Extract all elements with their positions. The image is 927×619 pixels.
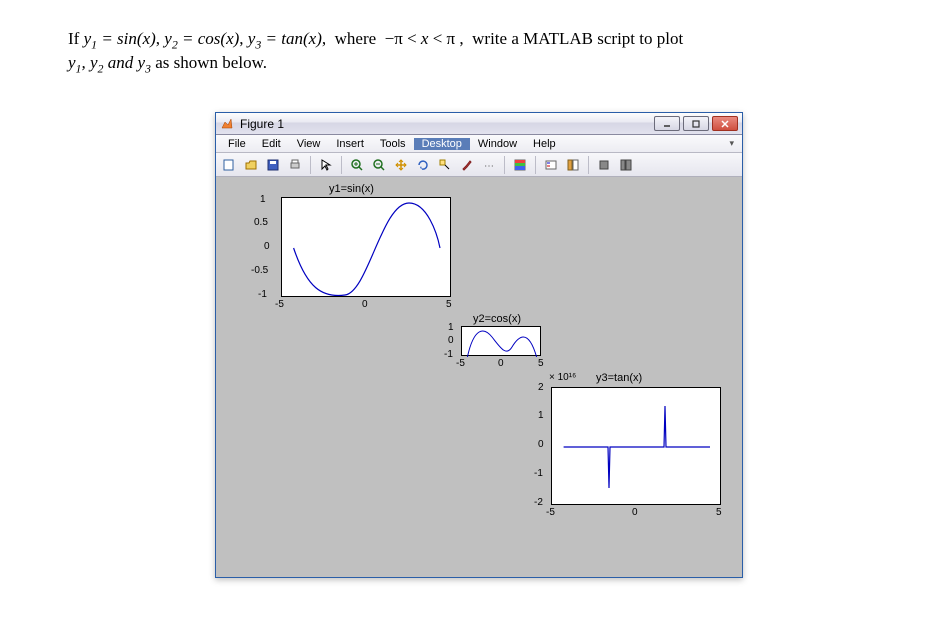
show-tools-icon[interactable] (616, 155, 636, 175)
sin-ytick-n05: -0.5 (251, 265, 268, 276)
sin-ytick-05: 0.5 (254, 217, 268, 228)
menu-overflow-icon[interactable]: ▾ (729, 138, 738, 149)
tan-axes[interactable] (551, 387, 721, 505)
legend-icon[interactable] (541, 155, 561, 175)
tan-ytick-2: 2 (538, 382, 544, 393)
new-figure-icon[interactable] (219, 155, 239, 175)
data-cursor-icon[interactable] (435, 155, 455, 175)
save-icon[interactable] (263, 155, 283, 175)
sin-line (282, 198, 452, 298)
colorbar-icon[interactable] (510, 155, 530, 175)
cos-xtick-0: 0 (498, 358, 504, 369)
maximize-button[interactable] (683, 116, 709, 131)
menu-insert[interactable]: Insert (328, 138, 372, 150)
svg-text:⋯: ⋯ (484, 161, 494, 172)
zoom-out-icon[interactable] (369, 155, 389, 175)
tan-xtick-0: 0 (632, 507, 638, 518)
titlebar[interactable]: Figure 1 (216, 113, 742, 135)
menu-desktop[interactable]: Desktop (414, 138, 470, 150)
menu-help[interactable]: Help (525, 138, 564, 150)
cos-xtick-5: 5 (538, 358, 544, 369)
cos-axes[interactable] (461, 326, 541, 356)
tan-xtick-5: 5 (716, 507, 722, 518)
equation-y2: y2 = cos(x) (164, 29, 239, 48)
close-button[interactable] (712, 116, 738, 131)
minimize-button[interactable] (654, 116, 680, 131)
text: If (68, 29, 84, 48)
menu-window[interactable]: Window (470, 138, 525, 150)
open-icon[interactable] (241, 155, 261, 175)
cos-ytick-0: 0 (448, 335, 454, 346)
tan-multiplier: × 10¹⁶ (549, 372, 576, 383)
cos-ytick-1: 1 (448, 322, 454, 333)
hide-tools-icon[interactable] (594, 155, 614, 175)
menu-file[interactable]: File (220, 138, 254, 150)
cos-ytick-n1: -1 (444, 349, 453, 360)
sin-title: y1=sin(x) (329, 183, 374, 195)
plot-tools-icon[interactable] (563, 155, 583, 175)
cos-title: y2=cos(x) (473, 313, 521, 325)
window-title: Figure 1 (240, 117, 654, 131)
problem-statement: If y1 = sin(x), y2 = cos(x), y3 = tan(x)… (68, 28, 868, 77)
tan-ytick-n2: -2 (534, 497, 543, 508)
pan-icon[interactable] (391, 155, 411, 175)
toolbar: ⋯ (216, 153, 742, 177)
menu-tools[interactable]: Tools (372, 138, 414, 150)
tan-line (552, 388, 722, 506)
tan-title: y3=tan(x) (596, 372, 642, 384)
tan-xtick-n5: -5 (546, 507, 555, 518)
sin-axes[interactable] (281, 197, 451, 297)
menu-edit[interactable]: Edit (254, 138, 289, 150)
tan-ytick-n1: -1 (534, 468, 543, 479)
sin-xtick-n5: -5 (275, 299, 284, 310)
tan-ytick-1: 1 (538, 410, 544, 421)
sin-ytick-n1: -1 (258, 289, 267, 300)
print-icon[interactable] (285, 155, 305, 175)
matlab-figure-window: Figure 1 File Edit View Insert Tools Des… (215, 112, 743, 578)
cos-line (462, 327, 542, 357)
matlab-app-icon (220, 117, 234, 131)
sin-ytick-1: 1 (260, 194, 266, 205)
sin-xtick-5: 5 (446, 299, 452, 310)
plot-area: y1=sin(x) 1 0.5 0 -0.5 -1 -5 0 5 y2=cos(… (216, 177, 742, 577)
equation-y1: y1 = sin(x) (84, 29, 156, 48)
window-controls (654, 116, 738, 131)
zoom-in-icon[interactable] (347, 155, 367, 175)
menubar: File Edit View Insert Tools Desktop Wind… (216, 135, 742, 153)
equation-y3: y3 = tan(x) (248, 29, 322, 48)
sin-ytick-0: 0 (264, 241, 270, 252)
link-icon[interactable]: ⋯ (479, 155, 499, 175)
sin-xtick-0: 0 (362, 299, 368, 310)
pointer-icon[interactable] (316, 155, 336, 175)
tan-ytick-0: 0 (538, 439, 544, 450)
menu-view[interactable]: View (289, 138, 329, 150)
brush-icon[interactable] (457, 155, 477, 175)
cos-xtick-n5: -5 (456, 358, 465, 369)
rotate-icon[interactable] (413, 155, 433, 175)
